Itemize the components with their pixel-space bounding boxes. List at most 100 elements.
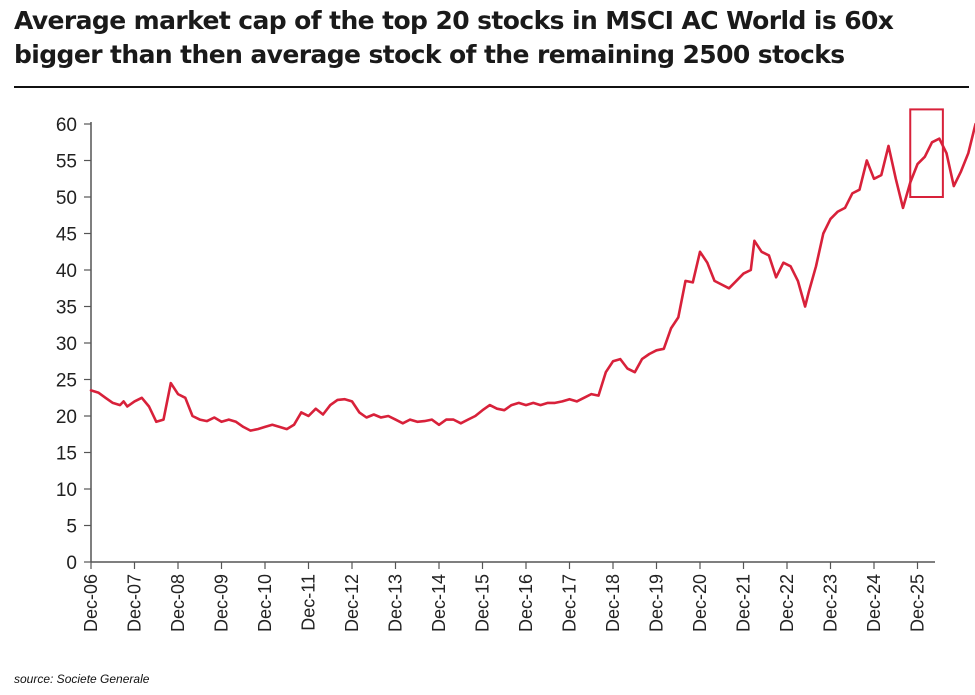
data-point [916,163,919,166]
data-point [590,393,593,395]
data-point [662,347,665,350]
y-tick-label: 45 [56,225,77,246]
data-point [198,418,201,421]
data-point [104,396,107,399]
data-point [561,400,564,403]
data-point [90,389,92,392]
data-point [430,418,433,421]
x-tick-label: Dec-08 [168,574,188,632]
y-tick-label: 55 [56,152,77,173]
data-point [162,418,165,421]
x-axis: Dec-06 Dec-07 Dec-08 Dec-09 Dec-10 Dec-11 Dec-… [81,561,935,632]
data-point [670,327,672,330]
data-point [873,177,875,180]
data-point [155,420,158,423]
data-point [641,358,643,360]
x-tick-label: Dec-06 [81,574,101,632]
x-tick-label: Dec-20 [690,574,710,632]
data-point [677,316,680,319]
data-point [387,415,390,417]
data-point [554,401,556,404]
data-point [887,145,890,147]
data-point [133,400,136,403]
data-point [227,418,230,421]
x-tick-label: Dec-23 [821,574,841,632]
data-point [720,283,723,286]
data-point [206,420,208,423]
data-point [249,429,252,432]
data-point [409,418,411,421]
data-point [575,400,578,403]
data-point [894,177,897,180]
data-point [633,371,636,374]
data-point [220,420,223,423]
series-layer [89,122,975,432]
data-point [119,404,121,406]
data-point [307,415,310,417]
data-point [184,396,187,399]
x-tick-label: Dec-17 [560,574,580,632]
data-point [760,250,763,253]
data-point [568,398,571,401]
data-point [401,422,404,425]
data-point [481,409,484,412]
data-point [735,280,738,282]
x-tick-label: Dec-16 [516,574,536,632]
data-point [539,404,542,406]
data-point [767,254,770,257]
annotation-layer [909,108,944,198]
data-point [851,192,854,195]
data-point [242,426,245,428]
series-line [89,122,975,432]
data-point [775,276,778,279]
data-point [612,360,614,363]
y-tick-label: 60 [56,115,77,136]
x-tick-label: Dec-18 [603,574,623,632]
data-point [844,207,846,209]
data-point [278,426,281,428]
y-tick-label: 40 [56,261,77,282]
data-point [97,391,100,394]
y-tick-label: 10 [56,480,77,501]
data-point [380,416,382,419]
data-point [742,272,745,275]
y-tick-label: 15 [56,444,77,465]
data-point [372,413,375,416]
x-tick-label: Dec-15 [473,574,493,632]
data-point [938,137,941,140]
data-point [285,428,288,431]
data-point [807,291,810,293]
x-tick-label: Dec-10 [255,574,275,632]
data-point [293,423,295,426]
x-tick-label: Dec-07 [125,574,145,632]
data-point [496,407,498,410]
data-point [474,415,477,417]
data-point [329,404,332,406]
data-point [691,281,694,284]
data-point [967,152,970,155]
data-point [358,411,361,414]
data-point [749,269,752,271]
title-divider [14,86,969,88]
y-tick-label: 30 [56,334,77,355]
data-point [517,401,520,404]
y-tick-label: 25 [56,371,77,392]
data-point [858,188,861,191]
data-point [960,170,962,173]
data-point [789,265,792,268]
chart-title: Average market cap of the top 20 stocks … [14,6,894,69]
data-point [619,358,622,360]
data-point [836,210,839,213]
data-point [804,305,807,308]
data-point [829,218,832,220]
data-point [300,411,303,414]
data-point [626,367,629,370]
data-point [177,393,179,395]
data-point [706,261,709,264]
data-point [438,423,440,426]
x-tick-label: Dec-21 [734,574,754,632]
x-tick-label: Dec-19 [647,574,667,632]
y-tick-label: 0 [66,553,77,574]
x-tick-label: Dec-12 [342,574,362,632]
